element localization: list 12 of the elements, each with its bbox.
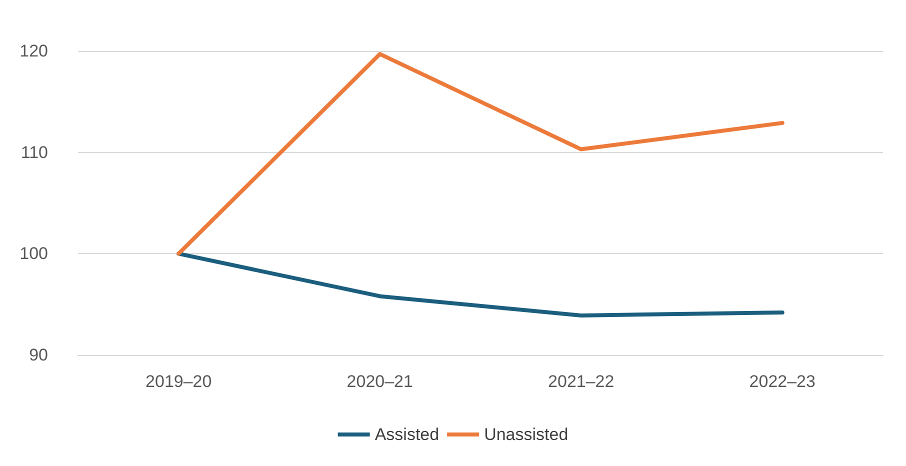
x-tick-label: 2022–23 xyxy=(749,372,816,391)
x-tick-label: 2019–20 xyxy=(146,372,212,391)
y-tick-label: 120 xyxy=(20,42,48,60)
y-tick-label: 90 xyxy=(29,346,48,364)
y-tick-label: 100 xyxy=(20,244,48,264)
line-series xyxy=(176,252,784,318)
y-tick-label: 110 xyxy=(20,142,48,162)
legend-label: Unassisted xyxy=(484,425,568,444)
x-tick-label: 2020–21 xyxy=(346,372,413,391)
x-tick-label: 2021–22 xyxy=(548,372,614,391)
line-series xyxy=(176,52,784,256)
legend-label: Assisted xyxy=(374,425,440,444)
